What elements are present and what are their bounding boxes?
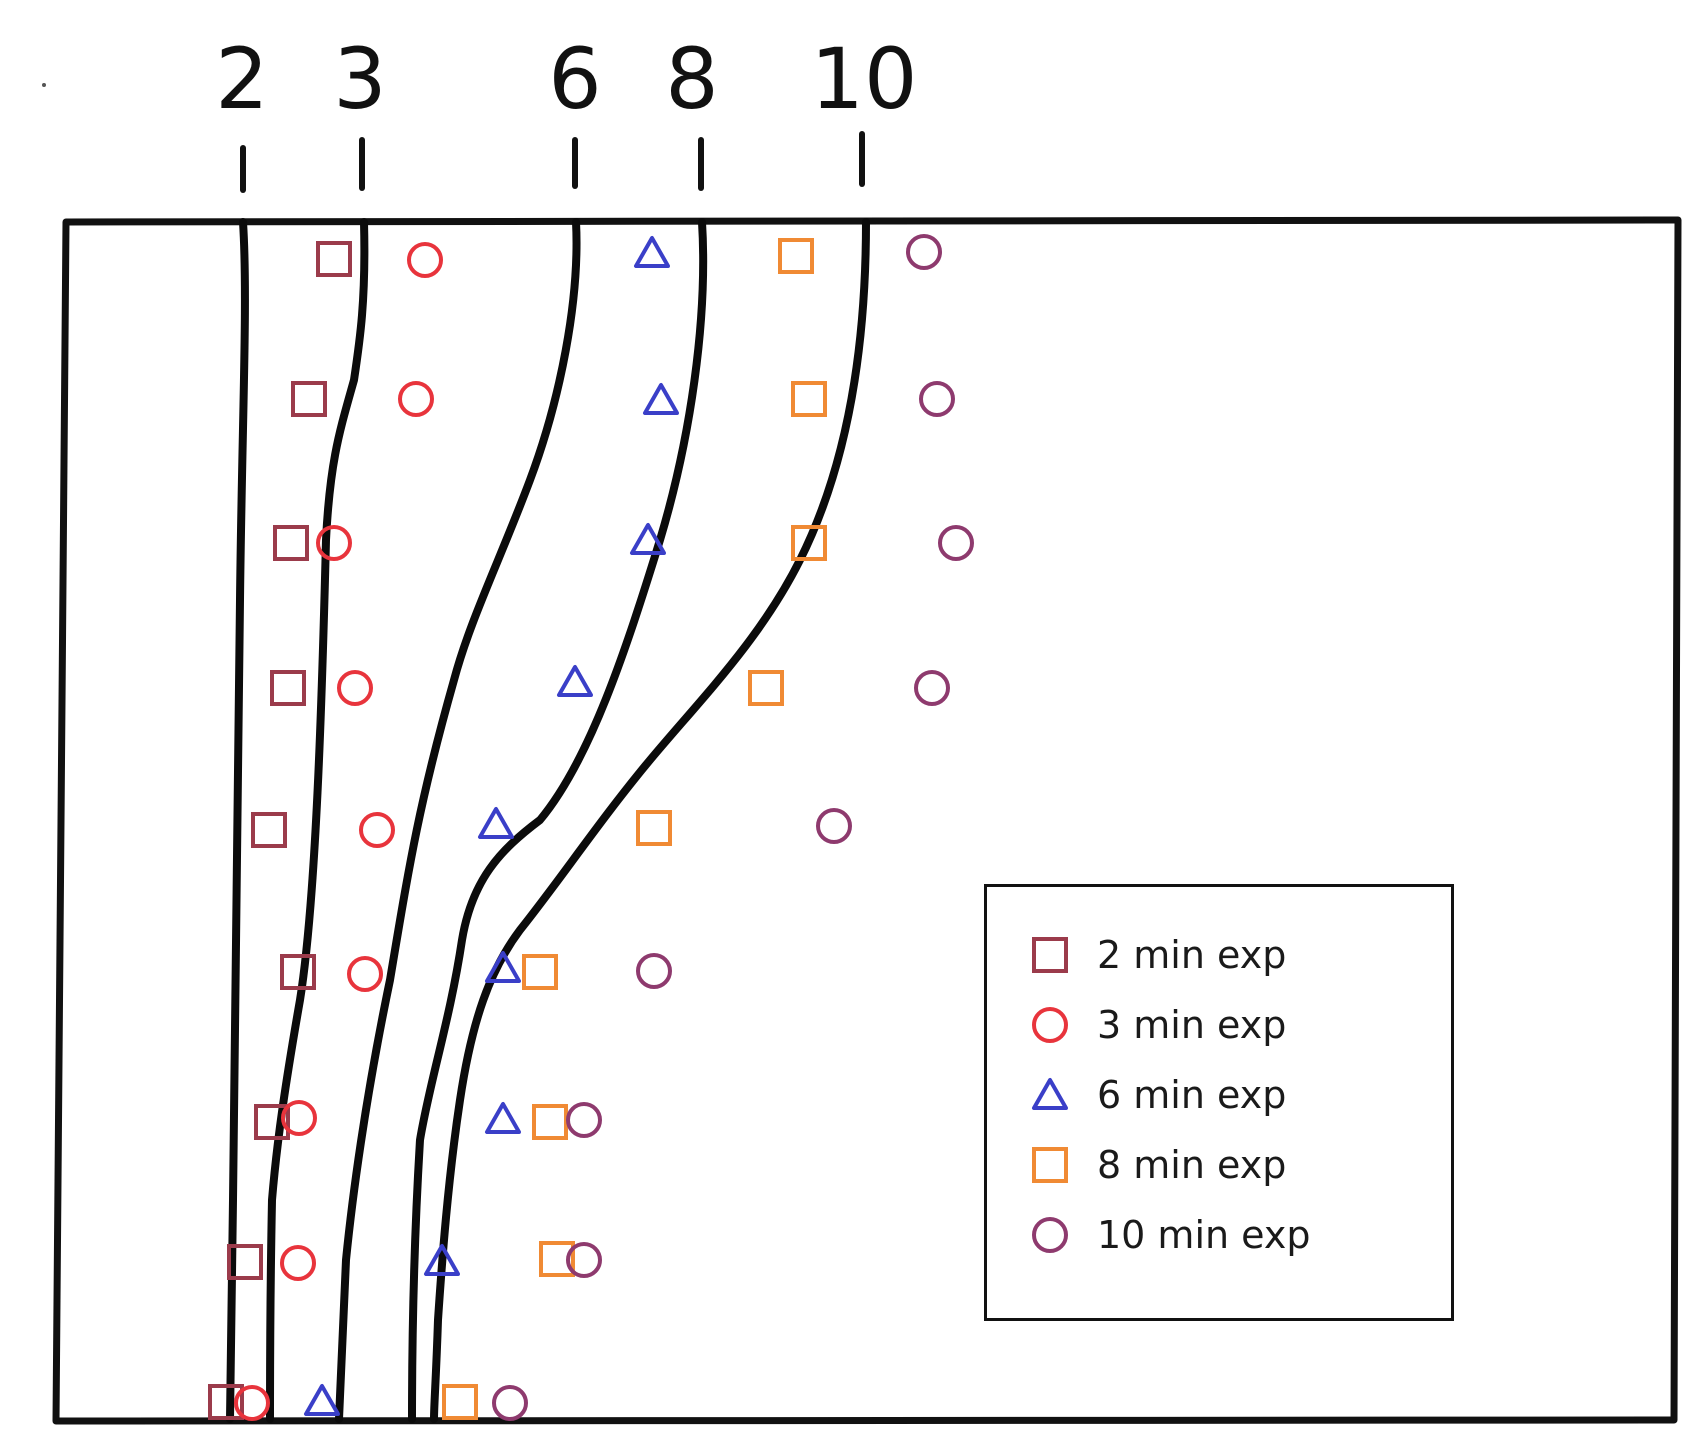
curve-label-8: 8	[665, 30, 718, 128]
marker-3min	[407, 242, 443, 278]
marker-3min	[280, 1245, 316, 1281]
circle-marker-icon	[1032, 1217, 1068, 1253]
marker-3min	[398, 381, 434, 417]
curve-label-10: 10	[811, 30, 918, 128]
marker-10min	[566, 1242, 602, 1278]
square-marker-icon	[1032, 937, 1068, 973]
markers-8min	[442, 238, 827, 1420]
curve-6	[335, 218, 581, 1423]
marker-2min	[316, 241, 352, 277]
square-marker-icon	[1032, 1147, 1068, 1183]
curve-2	[226, 218, 249, 1423]
marker-10min	[816, 808, 852, 844]
marker-8min	[636, 810, 672, 846]
legend-item-3min: 3 min exp	[1025, 995, 1286, 1055]
marker-6min	[634, 236, 670, 268]
marker-6min	[557, 665, 593, 697]
marker-8min	[778, 238, 814, 274]
legend-label: 3 min exp	[1097, 1003, 1287, 1047]
marker-2min	[291, 381, 327, 417]
marker-8min	[442, 1384, 478, 1420]
legend-item-2min: 2 min exp	[1025, 925, 1286, 985]
marker-10min	[492, 1385, 528, 1421]
legend-label: 8 min exp	[1097, 1143, 1287, 1187]
curves	[226, 218, 870, 1423]
marker-8min	[791, 525, 827, 561]
marker-6min	[485, 1102, 521, 1134]
marker-6min	[485, 951, 521, 983]
legend: 2 min exp 3 min exp 6 min exp 8 min exp …	[984, 884, 1454, 1321]
curve-label-2: 2	[215, 30, 268, 128]
curve-ticks	[240, 131, 865, 193]
markers-10min	[492, 234, 974, 1421]
marker-8min	[539, 1241, 575, 1277]
marker-6min	[424, 1244, 460, 1276]
circle-marker-icon	[1032, 1007, 1068, 1043]
marker-10min	[636, 953, 672, 989]
marker-3min	[281, 1100, 317, 1136]
marker-3min	[359, 812, 395, 848]
marker-2min	[251, 812, 287, 848]
legend-label: 2 min exp	[1097, 933, 1287, 977]
marker-2min	[280, 954, 316, 990]
marker-2min	[273, 525, 309, 561]
triangle-marker-icon	[1032, 1078, 1068, 1110]
marker-3min	[234, 1385, 270, 1421]
marker-8min	[522, 954, 558, 990]
marker-6min	[478, 807, 514, 839]
marker-6min	[304, 1384, 340, 1416]
marker-2min	[270, 670, 306, 706]
marker-2min	[254, 1104, 290, 1140]
markers-6min	[304, 236, 679, 1416]
markers-2min	[208, 241, 352, 1420]
marker-10min	[938, 525, 974, 561]
curve-3	[266, 218, 369, 1423]
marker-8min	[532, 1104, 568, 1140]
marker-10min	[566, 1102, 602, 1138]
marker-3min	[337, 670, 373, 706]
marker-3min	[316, 525, 352, 561]
curve-8	[408, 218, 708, 1423]
stray-dot	[42, 83, 46, 87]
legend-item-10min: 10 min exp	[1025, 1205, 1311, 1265]
outer-frame	[52, 216, 1682, 1425]
marker-3min	[347, 956, 383, 992]
marker-10min	[919, 381, 955, 417]
marker-8min	[791, 381, 827, 417]
markers-3min	[234, 242, 443, 1421]
marker-10min	[914, 670, 950, 706]
marker-6min	[643, 383, 679, 415]
legend-item-6min: 6 min exp	[1025, 1065, 1286, 1125]
curve-10	[430, 218, 870, 1423]
marker-2min	[208, 1384, 244, 1420]
legend-label: 6 min exp	[1097, 1073, 1287, 1117]
marker-8min	[748, 670, 784, 706]
marker-2min	[227, 1244, 263, 1280]
marker-6min	[630, 523, 666, 555]
marker-10min	[906, 234, 942, 270]
curve-label-3: 3	[333, 30, 386, 128]
legend-label: 10 min exp	[1097, 1213, 1311, 1257]
curve-label-6: 6	[548, 30, 601, 128]
legend-item-8min: 8 min exp	[1025, 1135, 1286, 1195]
